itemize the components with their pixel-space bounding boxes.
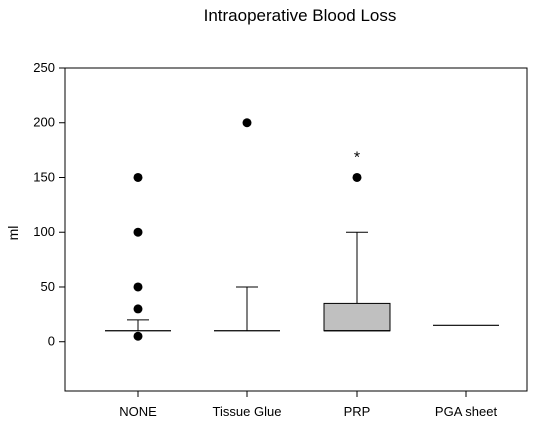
y-tick-label: 200 xyxy=(33,115,55,130)
y-tick-label: 250 xyxy=(33,60,55,75)
outlier-point xyxy=(133,304,143,314)
outlier-point xyxy=(133,172,143,182)
x-tick-label: PGA sheet xyxy=(435,404,498,419)
y-tick-label: 150 xyxy=(33,169,55,184)
y-tick-label: 50 xyxy=(41,279,55,294)
x-tick-label: NONE xyxy=(119,404,157,419)
outlier-point xyxy=(133,331,143,341)
outlier-point xyxy=(352,172,362,182)
y-tick-label: 0 xyxy=(48,334,55,349)
chart-title: Intraoperative Blood Loss xyxy=(204,6,397,25)
y-tick-label: 100 xyxy=(33,224,55,239)
x-tick-label: PRP xyxy=(344,404,371,419)
box xyxy=(323,302,391,332)
outlier-point xyxy=(242,118,252,128)
x-tick-label: Tissue Glue xyxy=(213,404,282,419)
extreme-marker: * xyxy=(354,150,360,167)
plot-frame xyxy=(64,67,528,392)
outlier-point xyxy=(133,282,143,292)
y-axis-label: ml xyxy=(5,226,21,241)
outlier-point xyxy=(133,227,143,237)
